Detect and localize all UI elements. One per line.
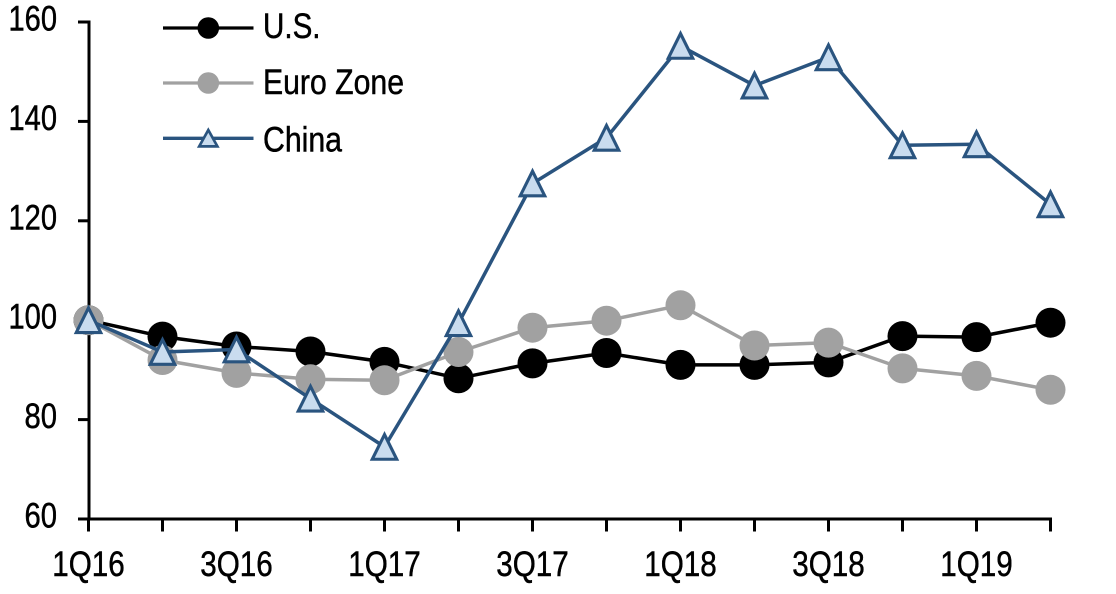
svg-text:100: 100 [9, 297, 58, 337]
svg-text:Euro Zone: Euro Zone [263, 62, 404, 102]
svg-text:3Q17: 3Q17 [496, 544, 569, 584]
svg-text:80: 80 [25, 396, 58, 436]
svg-text:60: 60 [25, 496, 58, 536]
svg-text:1Q18: 1Q18 [644, 544, 717, 584]
svg-text:120: 120 [9, 197, 58, 237]
svg-text:1Q19: 1Q19 [940, 544, 1013, 584]
svg-text:1Q16: 1Q16 [52, 544, 125, 584]
svg-text:1Q17: 1Q17 [348, 544, 421, 584]
svg-text:160: 160 [9, 0, 58, 39]
svg-text:China: China [263, 120, 342, 160]
svg-text:3Q18: 3Q18 [792, 544, 865, 584]
svg-text:140: 140 [9, 98, 58, 138]
svg-text:U.S.: U.S. [263, 6, 321, 46]
svg-text:3Q16: 3Q16 [200, 544, 273, 584]
